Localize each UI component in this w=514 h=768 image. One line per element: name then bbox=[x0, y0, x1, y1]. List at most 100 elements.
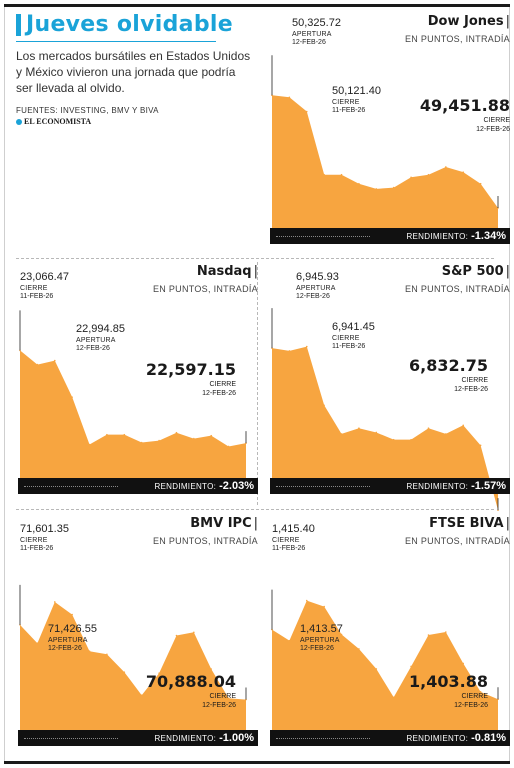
data-point bbox=[358, 427, 360, 429]
brand-name: EL ECONOMISTA bbox=[24, 117, 92, 126]
prev_close-date: 11-FEB-26 bbox=[20, 545, 54, 552]
data-point bbox=[358, 648, 360, 650]
data-point bbox=[106, 653, 108, 656]
chart-subtitle: EN PUNTOS, INTRADÍA bbox=[404, 536, 510, 546]
area-series bbox=[272, 600, 498, 736]
data-point bbox=[479, 444, 482, 447]
chart-subtitle: EN PUNTOS, INTRADÍA bbox=[152, 284, 258, 294]
open-label: 1,413.57 APERTURA 12-FEB-26 bbox=[300, 624, 343, 653]
prev_close-label: CIERRE bbox=[20, 537, 48, 544]
data-point bbox=[140, 694, 143, 696]
performance-bar: RENDIMIENTO: -1.57% bbox=[270, 478, 510, 494]
data-point bbox=[305, 345, 308, 348]
data-point bbox=[479, 182, 482, 185]
data-point bbox=[462, 424, 465, 427]
chart-title: FTSE BIVA | bbox=[429, 516, 510, 531]
data-point bbox=[340, 433, 343, 435]
close-label: 22,597.15 CIERRE 12-FEB-26 bbox=[146, 362, 236, 398]
close-label: 1,403.88 CIERRE 12-FEB-26 bbox=[409, 674, 488, 710]
prev_close-label: 23,066.47 CIERRE 11-FEB-26 bbox=[20, 271, 69, 301]
open-label: 71,426.55 APERTURA 12-FEB-26 bbox=[48, 623, 97, 653]
data-point bbox=[53, 359, 56, 362]
data-point bbox=[375, 431, 378, 434]
open-label: APERTURA bbox=[300, 637, 340, 644]
open-label: APERTURA bbox=[48, 637, 88, 644]
chart-svg bbox=[271, 308, 499, 511]
close-value: 70,888.04 bbox=[145, 672, 236, 691]
performance-bar: RENDIMIENTO: -2.03% bbox=[18, 478, 258, 494]
performance-leader bbox=[276, 486, 370, 487]
close-date: 12-FEB-26 bbox=[202, 390, 236, 397]
prev_close-label: 71,601.35 CIERRE 11-FEB-26 bbox=[20, 524, 69, 553]
performance-label: RENDIMIENTO: bbox=[154, 481, 217, 491]
open-label: APERTURA bbox=[76, 337, 116, 344]
data-point bbox=[210, 668, 213, 670]
data-point bbox=[123, 433, 126, 436]
prev_close-label: 1,415.40 CIERRE 11-FEB-26 bbox=[272, 524, 315, 553]
data-point bbox=[375, 188, 378, 190]
open-value: 71,426.55 bbox=[48, 623, 97, 635]
close-value: 49,451.88 bbox=[419, 96, 510, 115]
performance-label: RENDIMIENTO: bbox=[406, 733, 469, 743]
performance-bar: RENDIMIENTO: -1.34% bbox=[270, 228, 510, 244]
open-label: APERTURA bbox=[296, 285, 336, 292]
intro-block: Jueves olvidable Los mercados bursátiles… bbox=[16, 12, 252, 126]
divider-h-1 bbox=[16, 258, 494, 259]
prev_close-label: CIERRE bbox=[332, 335, 360, 342]
brand-logo: EL ECONOMISTA bbox=[16, 117, 252, 126]
prev_close-label: 6,941.45 CIERRE 11-FEB-26 bbox=[332, 321, 375, 351]
data-point bbox=[427, 427, 430, 429]
chart-title-text: S&P 500 bbox=[441, 264, 504, 279]
chart-title-text: Nasdaq bbox=[196, 264, 252, 279]
performance-value: -1.34% bbox=[471, 230, 506, 242]
data-point bbox=[158, 672, 160, 674]
chart-svg bbox=[19, 584, 247, 736]
data-point bbox=[175, 634, 178, 637]
data-point bbox=[193, 631, 195, 634]
area-series bbox=[272, 95, 498, 234]
data-point bbox=[340, 633, 343, 636]
chart-title-text: FTSE BIVA bbox=[429, 516, 504, 531]
close-label: CIERRE bbox=[209, 693, 236, 700]
open-date: 12-FEB-26 bbox=[300, 645, 334, 652]
chart-svg bbox=[19, 310, 247, 484]
area-series bbox=[272, 346, 498, 511]
performance-value: -2.03% bbox=[219, 480, 254, 492]
prev_close-label: CIERRE bbox=[20, 285, 48, 292]
title-accent bbox=[16, 13, 21, 36]
data-point bbox=[410, 176, 412, 179]
chart-panel: S&P 500 | EN PUNTOS, INTRADÍA 6,945.93 APERT… bbox=[270, 264, 510, 511]
prev_close-label: 50,121.40 CIERRE 11-FEB-26 bbox=[332, 86, 381, 115]
data-point bbox=[445, 631, 447, 633]
close-label: 70,888.04 CIERRE 12-FEB-26 bbox=[145, 672, 236, 710]
chart-panel: FTSE BIVA | EN PUNTOS, INTRADÍA 1,413.57 APE… bbox=[270, 516, 510, 756]
close-date: 12-FEB-26 bbox=[454, 702, 488, 709]
data-point bbox=[462, 171, 465, 173]
open-label: APERTURA bbox=[292, 31, 332, 38]
bottom-rule bbox=[4, 761, 510, 764]
prev_close-label: CIERRE bbox=[272, 537, 300, 544]
prev_close-date: 11-FEB-26 bbox=[332, 107, 366, 114]
prev_close-value: 23,066.47 bbox=[20, 271, 69, 283]
prev_close-value: 6,941.45 bbox=[332, 321, 375, 333]
performance-bar: RENDIMIENTO: -0.81% bbox=[270, 730, 510, 746]
close-label: 49,451.88 CIERRE 12-FEB-26 bbox=[419, 96, 510, 134]
data-point bbox=[71, 613, 73, 616]
data-point bbox=[375, 668, 378, 670]
data-point bbox=[427, 634, 430, 636]
prev_close-date: 11-FEB-26 bbox=[20, 293, 54, 300]
data-point bbox=[36, 642, 39, 644]
chart-title: Nasdaq | bbox=[197, 264, 258, 279]
performance-bar: RENDIMIENTO: -1.00% bbox=[18, 730, 258, 746]
performance-leader bbox=[24, 486, 118, 487]
intro-text: Los mercados bursátiles en Estados Unido… bbox=[16, 49, 251, 95]
data-point bbox=[392, 186, 395, 189]
data-point bbox=[392, 438, 395, 441]
data-point bbox=[323, 173, 325, 176]
data-point bbox=[479, 691, 482, 693]
chart-svg bbox=[271, 589, 499, 736]
chart-panel: BMV IPC | EN PUNTOS, INTRADÍA 71,426.55 APER… bbox=[18, 516, 258, 756]
chart-subtitle: EN PUNTOS, INTRADÍA bbox=[404, 284, 510, 294]
title-rule bbox=[16, 41, 216, 42]
performance-value: -1.57% bbox=[471, 480, 506, 492]
